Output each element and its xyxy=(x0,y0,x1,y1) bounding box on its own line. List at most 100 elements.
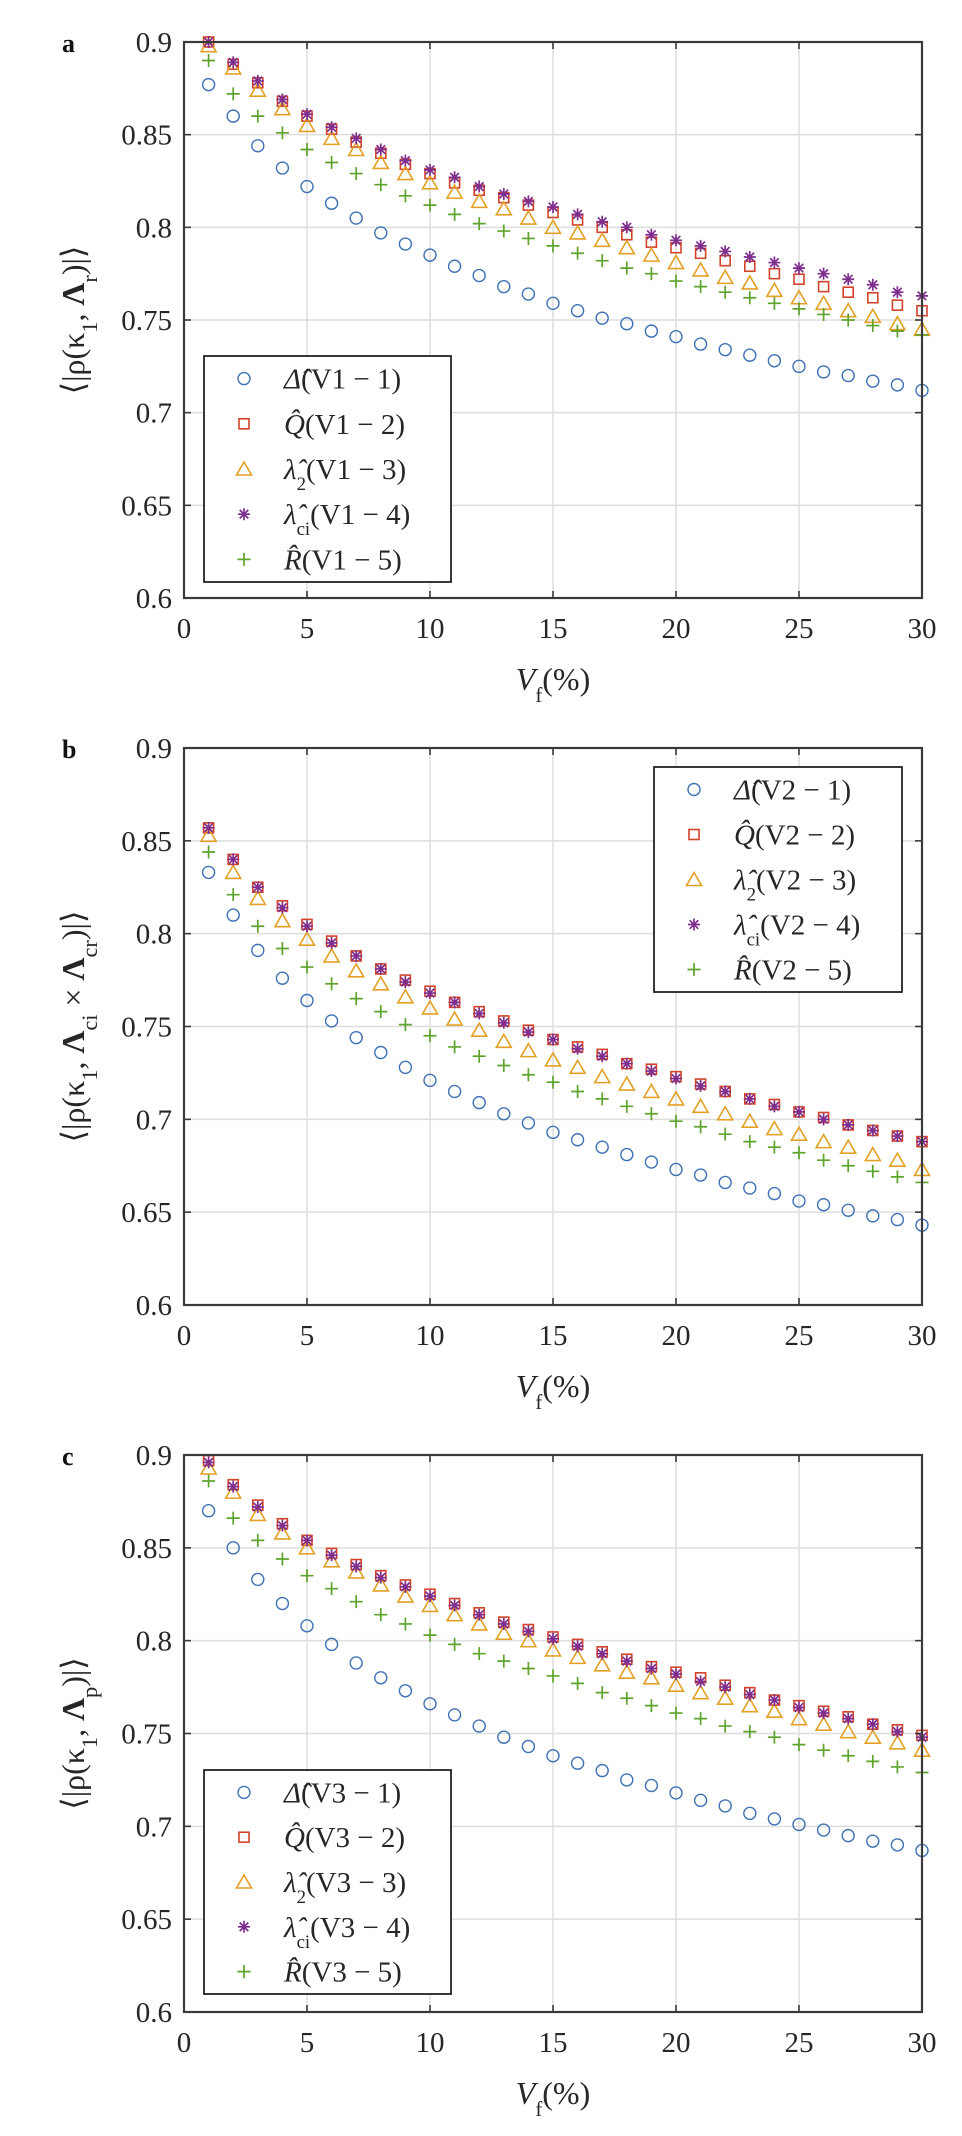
data-point-R xyxy=(472,217,486,231)
x-label-rest: (%) xyxy=(542,2075,590,2111)
legend-text: (V2 − 3) xyxy=(756,865,856,897)
data-point-delta xyxy=(570,1133,585,1147)
label-segment: Λ xyxy=(55,283,91,306)
data-point-lambda_ci xyxy=(596,215,609,228)
data-point-R xyxy=(767,1730,781,1744)
x-label-main: V xyxy=(516,661,539,697)
data-point-delta xyxy=(767,354,782,368)
series-lambda2 xyxy=(199,37,931,337)
data-point-R xyxy=(275,126,289,140)
data-point-R xyxy=(349,992,363,1006)
data-point-lambda_ci xyxy=(325,1549,338,1562)
x-label-rest: (%) xyxy=(542,661,590,697)
data-point-lambda2 xyxy=(863,1728,882,1745)
data-point-lambda2 xyxy=(347,140,366,157)
data-point-lambda_ci xyxy=(522,195,535,208)
data-point-lambda2 xyxy=(347,1563,366,1579)
data-point-delta xyxy=(693,337,708,351)
data-point-lambda2 xyxy=(421,999,439,1015)
data-point-delta xyxy=(890,1838,905,1852)
series-delta xyxy=(201,77,929,398)
data-point-R xyxy=(792,302,806,316)
data-point-lambda_ci xyxy=(350,132,363,145)
data-point-delta xyxy=(251,943,265,958)
data-point-lambda2 xyxy=(691,1684,710,1700)
data-point-lambda_ci xyxy=(424,1590,436,1603)
data-point-lambda_ci xyxy=(596,1647,609,1660)
y-axis-label: ⟨|ρ(κ1, Λci × Λcr)|⟩ xyxy=(55,911,102,1143)
data-point-R xyxy=(300,960,314,974)
data-point-lambda_ci xyxy=(645,1662,658,1675)
y-tick-label: 0.7 xyxy=(136,1811,172,1843)
data-point-Q xyxy=(842,286,855,299)
data-point-delta xyxy=(374,226,388,240)
data-point-R xyxy=(521,1662,535,1676)
data-point-lambda2 xyxy=(790,1125,808,1141)
data-point-lambda2 xyxy=(224,863,243,880)
data-point-lambda2 xyxy=(494,200,513,216)
data-point-delta xyxy=(324,1637,339,1652)
data-point-delta xyxy=(644,1778,659,1793)
legend-marker-Q xyxy=(688,828,700,841)
x-tick-label: 25 xyxy=(785,2027,814,2059)
data-point-delta xyxy=(669,329,683,344)
data-point-R xyxy=(841,1159,855,1173)
data-point-R xyxy=(275,1552,289,1566)
y-tick-label: 0.6 xyxy=(136,1290,172,1322)
data-point-R xyxy=(743,1725,757,1739)
data-point-delta xyxy=(423,248,437,262)
x-tick-label: 25 xyxy=(785,1320,814,1352)
label-subscript: cr xyxy=(77,940,102,958)
data-point-R xyxy=(226,87,240,101)
x-axis-label: Vf(%) xyxy=(516,2075,590,2121)
data-point-delta xyxy=(620,1773,634,1787)
data-point-lambda2 xyxy=(568,1648,587,1665)
data-point-lambda_ci xyxy=(301,1534,313,1547)
data-point-R xyxy=(620,1099,634,1113)
label-segment: Λ xyxy=(55,1698,91,1721)
data-point-lambda_ci xyxy=(202,1456,215,1469)
legend-item-R: R̂(V2 − 5) xyxy=(687,954,852,987)
legend-text: (V1 − 1) xyxy=(301,364,401,396)
label-subscript: ci xyxy=(77,1014,102,1030)
data-point-R xyxy=(325,977,339,991)
data-point-lambda_ci xyxy=(202,821,215,834)
data-point-lambda_ci xyxy=(768,1694,781,1707)
data-point-R xyxy=(718,1127,732,1141)
legend-label: Q̂(V2 − 2) xyxy=(734,819,855,852)
panel-b: 0 5 10 15 20 25 300.60.650.70.750.80.850.9bVf(… xyxy=(55,733,937,1414)
data-point-R xyxy=(448,1040,462,1054)
legend-marker-lambda2 xyxy=(235,1873,253,1889)
y-tick-label: 0.9 xyxy=(136,27,172,59)
data-point-delta xyxy=(497,1107,511,1121)
data-point-lambda2 xyxy=(298,1539,316,1555)
data-point-lambda_ci xyxy=(694,1675,707,1688)
data-point-R xyxy=(497,1654,511,1668)
data-point-lambda_ci xyxy=(793,1701,805,1714)
data-point-R xyxy=(300,142,314,156)
series-lambda_ci xyxy=(202,821,928,1148)
data-point-delta xyxy=(324,196,339,210)
legend-marker-delta xyxy=(237,371,251,386)
data-point-lambda_ci xyxy=(866,278,879,291)
data-point-R xyxy=(226,1511,240,1525)
data-point-lambda_ci xyxy=(743,1092,756,1105)
legend-text: (V1 − 3) xyxy=(306,454,406,486)
data-point-R xyxy=(571,246,585,260)
data-point-lambda_ci xyxy=(448,1599,461,1612)
data-point-R xyxy=(669,1706,683,1720)
data-point-delta xyxy=(693,1168,708,1182)
data-point-lambda2 xyxy=(617,1075,636,1091)
label-segment: , xyxy=(55,1054,91,1070)
data-point-lambda2 xyxy=(691,1097,710,1114)
label-subscript: 1 xyxy=(77,1070,102,1081)
data-point-lambda_ci xyxy=(424,163,436,176)
x-tick-label: 15 xyxy=(539,1320,568,1352)
data-point-lambda_ci xyxy=(891,1725,904,1738)
legend-marker-R xyxy=(237,1965,251,1979)
data-point-delta xyxy=(743,348,757,362)
data-point-R xyxy=(423,198,437,212)
data-point-delta xyxy=(595,311,609,325)
x-tick-label: 30 xyxy=(908,1320,937,1352)
data-point-lambda_ci xyxy=(817,1707,830,1720)
